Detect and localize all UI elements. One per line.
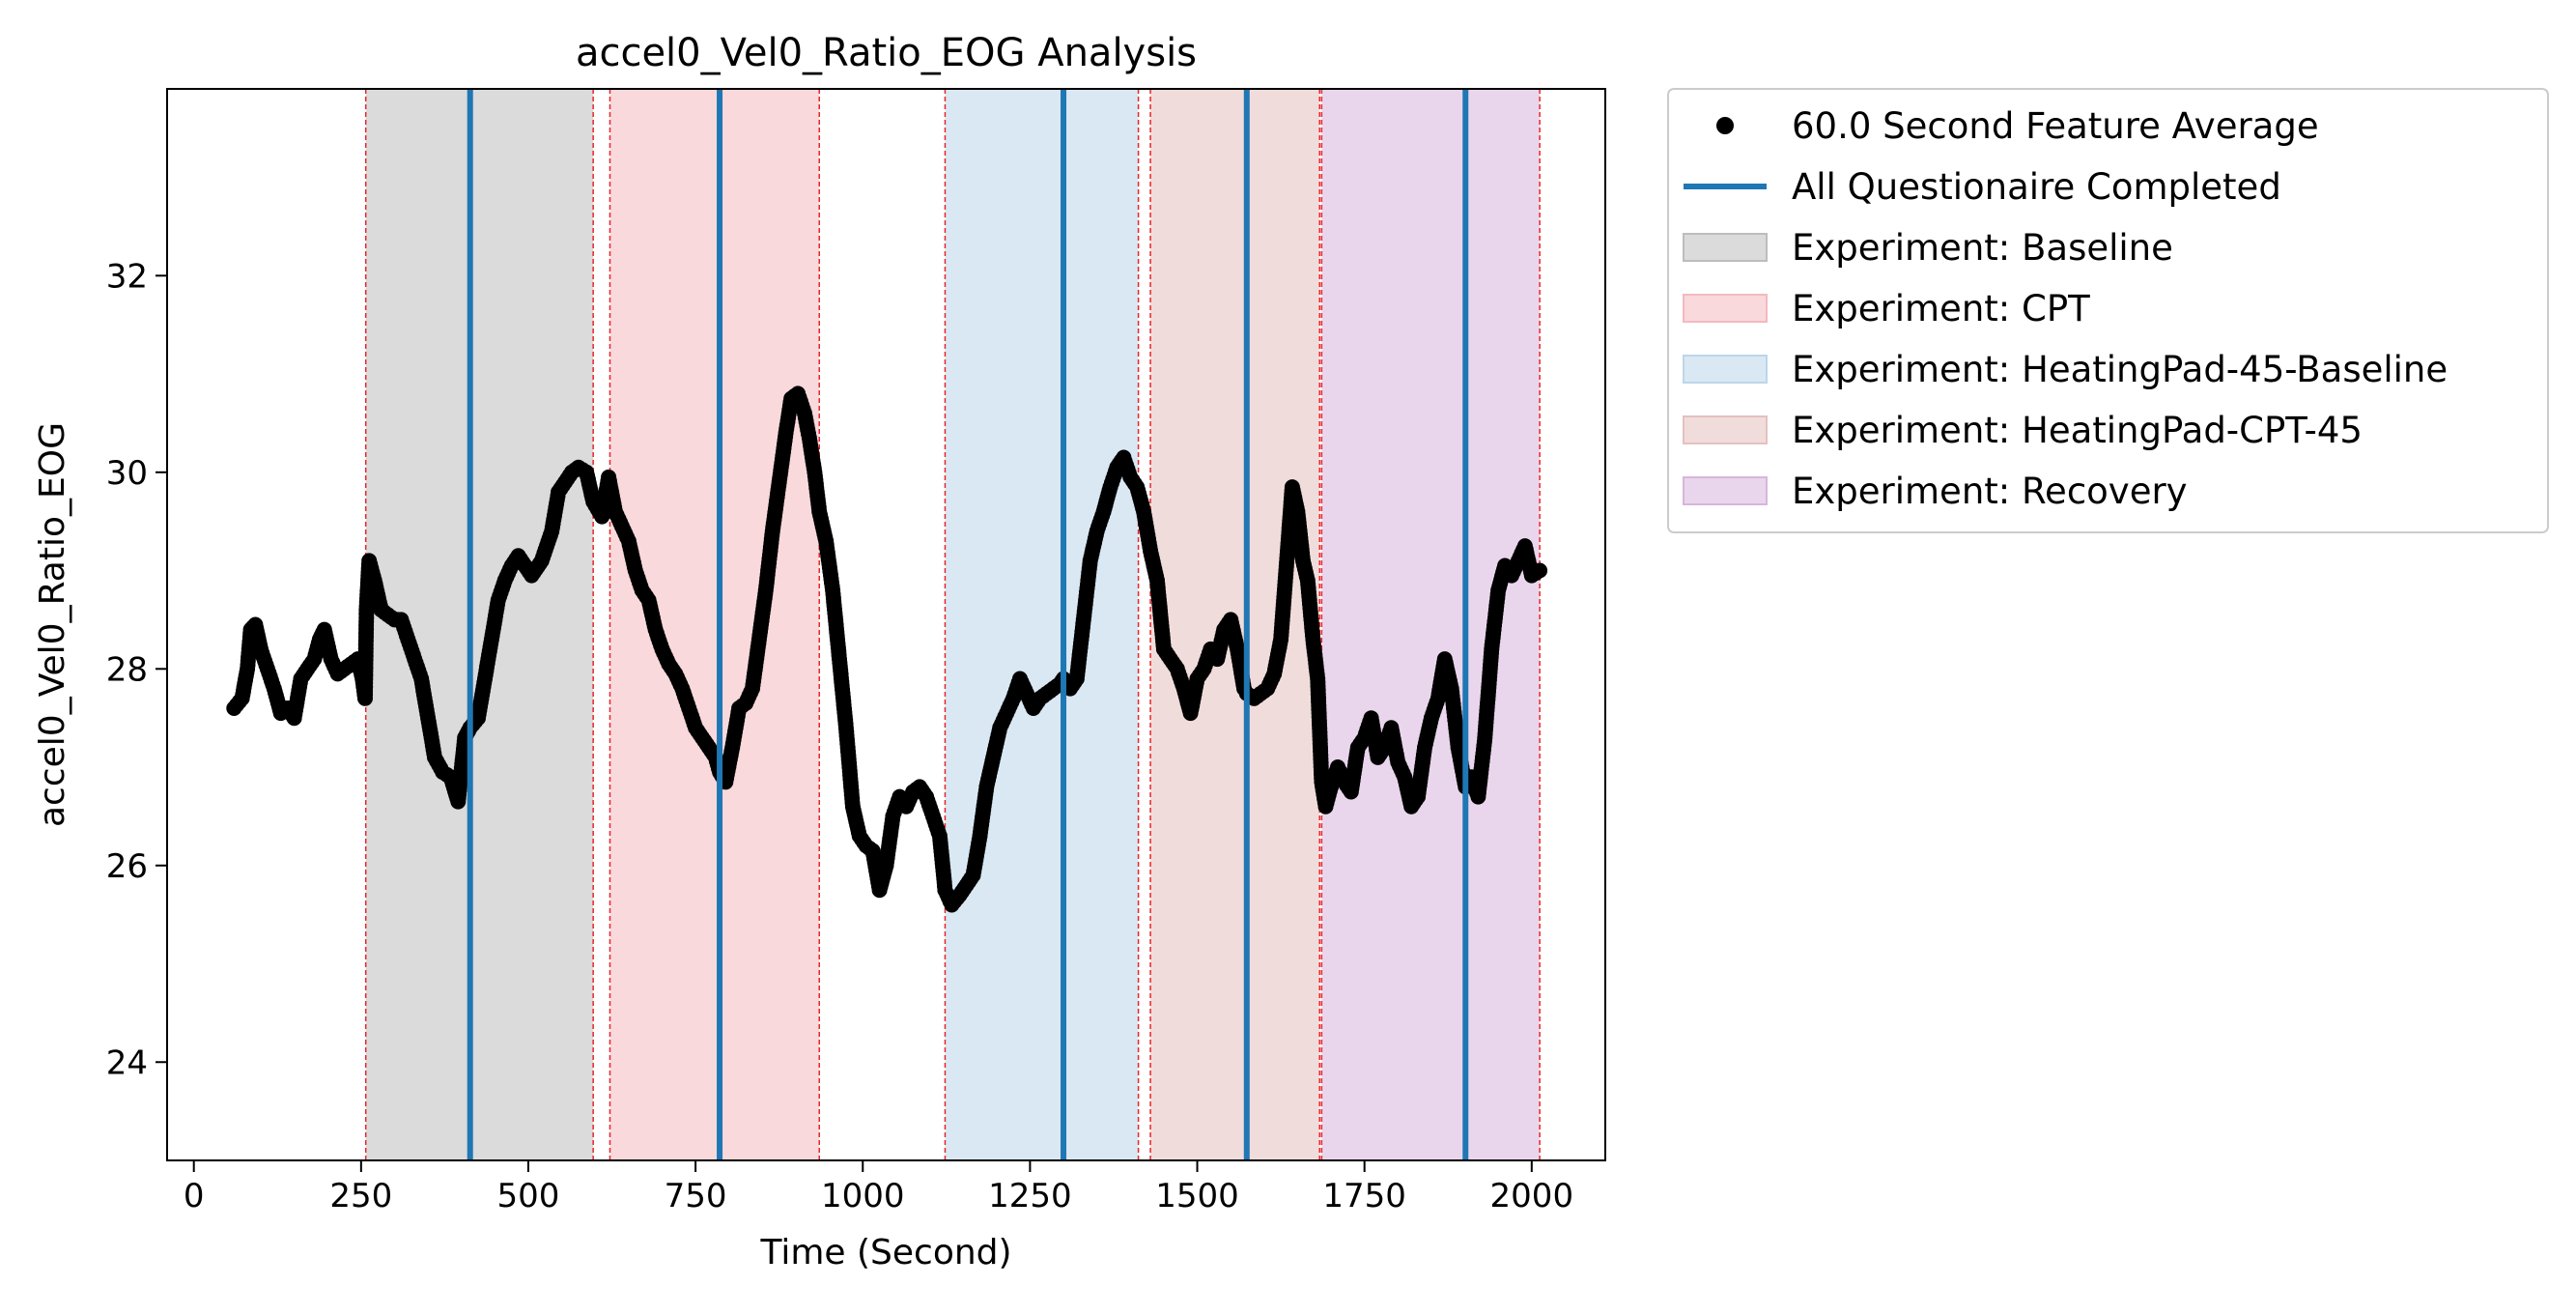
legend-marker	[1716, 117, 1734, 134]
x-tick-label: 500	[497, 1177, 560, 1215]
data-point	[1532, 562, 1548, 579]
y-tick-label: 28	[106, 650, 148, 689]
legend-label: Experiment: Baseline	[1792, 227, 2173, 269]
questionnaire-lines	[467, 89, 1469, 1160]
experiment-spans	[364, 89, 1541, 1160]
y-axis: 24 26 28 30 32	[106, 257, 167, 1082]
legend-label: 60.0 Second Feature Average	[1792, 105, 2319, 147]
legend-label: Experiment: HeatingPad-45-Baseline	[1792, 349, 2448, 390]
legend-patch	[1683, 355, 1768, 384]
legend-label: Experiment: CPT	[1792, 288, 2090, 329]
legend-patch	[1683, 476, 1768, 505]
legend-label: Experiment: HeatingPad-CPT-45	[1792, 410, 2363, 451]
legend-patch	[1683, 294, 1768, 323]
y-tick-label: 26	[106, 847, 148, 886]
chart-title: accel0_Vel0_Ratio_EOG Analysis	[576, 31, 1197, 75]
x-axis-label: Time (Second)	[759, 1233, 1011, 1272]
y-axis-label: accel0_Vel0_Ratio_EOG	[33, 422, 72, 827]
legend-label: Experiment: Recovery	[1792, 471, 2188, 512]
legend-patch	[1683, 415, 1768, 444]
legend-patch	[1683, 233, 1768, 262]
data-points	[226, 386, 1548, 913]
x-tick-label: 0	[184, 1177, 205, 1215]
experiment-span-4	[1321, 89, 1541, 1160]
experiment-span-2	[945, 89, 1139, 1160]
x-tick-label: 1750	[1322, 1177, 1406, 1215]
x-axis: 0 250 500 750 1000 1250 1500 1750 2000	[184, 1160, 1573, 1215]
legend: 60.0 Second Feature Average All Questiona…	[1667, 88, 2549, 533]
y-tick-label: 30	[106, 454, 148, 493]
x-tick-label: 750	[665, 1177, 727, 1215]
y-tick-label: 24	[106, 1043, 148, 1082]
experiment-span-1	[609, 89, 820, 1160]
y-tick-label: 32	[106, 257, 148, 296]
legend-box	[1667, 88, 2549, 533]
x-tick-label: 1000	[821, 1177, 905, 1215]
x-tick-label: 1250	[988, 1177, 1072, 1215]
x-tick-label: 2000	[1490, 1177, 1574, 1215]
x-tick-label: 1500	[1155, 1177, 1239, 1215]
legend-label: All Questionaire Completed	[1792, 166, 2281, 208]
x-tick-label: 250	[329, 1177, 392, 1215]
plot-frame	[166, 88, 1606, 1161]
